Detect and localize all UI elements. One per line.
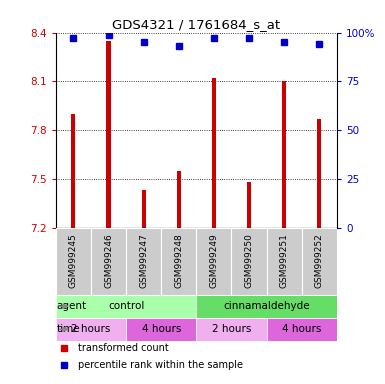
Bar [302, 228, 337, 295]
Bar [212, 78, 216, 228]
Bar [282, 81, 286, 228]
Text: GSM999246: GSM999246 [104, 233, 113, 288]
Text: 2 hours: 2 hours [71, 324, 110, 334]
Bar [126, 228, 161, 295]
Text: GSM999245: GSM999245 [69, 233, 78, 288]
Bar [196, 228, 231, 295]
Text: GSM999248: GSM999248 [174, 233, 183, 288]
Text: percentile rank within the sample: percentile rank within the sample [78, 360, 243, 370]
Bar [266, 228, 302, 295]
Text: GSM999249: GSM999249 [209, 233, 218, 288]
Bar [91, 228, 126, 295]
Bar [56, 228, 91, 295]
Bar [196, 318, 266, 341]
Text: transformed count: transformed count [78, 343, 169, 353]
Text: GSM999252: GSM999252 [315, 233, 324, 288]
Bar [56, 295, 196, 318]
Text: 4 hours: 4 hours [142, 324, 181, 334]
Bar [106, 41, 110, 228]
Text: control: control [108, 301, 144, 311]
Text: GSM999251: GSM999251 [280, 233, 289, 288]
Bar [196, 295, 337, 318]
Text: cinnamaldehyde: cinnamaldehyde [223, 301, 310, 311]
Text: GSM999247: GSM999247 [139, 233, 148, 288]
Text: time: time [57, 324, 80, 334]
Bar [231, 228, 266, 295]
Bar [177, 171, 181, 228]
Bar [56, 318, 126, 341]
Bar [142, 190, 146, 228]
Text: agent: agent [57, 301, 87, 311]
Bar [317, 119, 321, 228]
Text: 4 hours: 4 hours [282, 324, 321, 334]
Title: GDS4321 / 1761684_s_at: GDS4321 / 1761684_s_at [112, 18, 280, 31]
Bar [126, 318, 196, 341]
Bar [266, 318, 337, 341]
Bar [247, 182, 251, 228]
Text: GSM999250: GSM999250 [244, 233, 254, 288]
Bar [161, 228, 196, 295]
Bar [71, 114, 75, 228]
Text: 2 hours: 2 hours [212, 324, 251, 334]
